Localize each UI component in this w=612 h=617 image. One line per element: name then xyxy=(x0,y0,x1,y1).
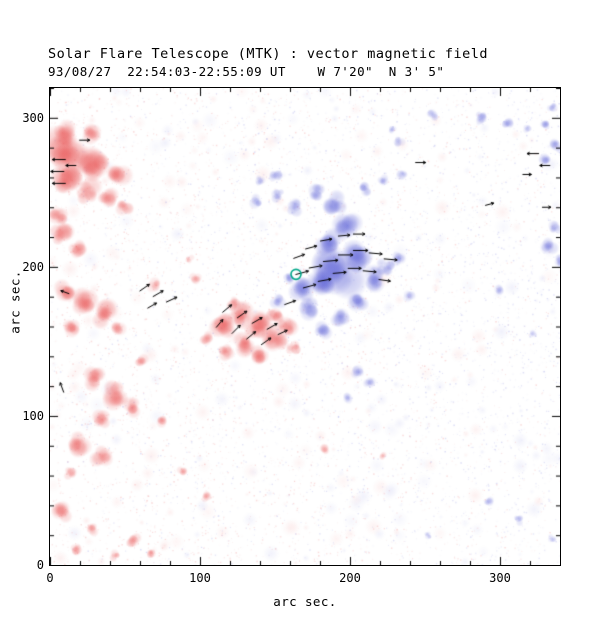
x-tick-label: 0 xyxy=(46,571,54,585)
y-tick-label: 0 xyxy=(36,558,44,572)
x-axis-label: arc sec. xyxy=(273,594,337,609)
x-tick-label: 300 xyxy=(489,571,511,585)
y-tick-label: 200 xyxy=(22,259,44,274)
x-tick-label: 200 xyxy=(339,571,361,585)
plot-area xyxy=(49,87,561,566)
chart-title: Solar Flare Telescope (MTK) : vector mag… xyxy=(48,46,489,62)
y-tick-label: 300 xyxy=(22,110,44,125)
y-tick-label: 100 xyxy=(22,408,44,423)
magnetogram-canvas xyxy=(50,88,560,565)
x-tick-label: 100 xyxy=(189,571,211,585)
chart-subtitle: 93/08/27 22:54:03-22:55:09 UT W 7'20" N … xyxy=(48,64,445,79)
y-axis-label: arc sec. xyxy=(7,270,23,334)
